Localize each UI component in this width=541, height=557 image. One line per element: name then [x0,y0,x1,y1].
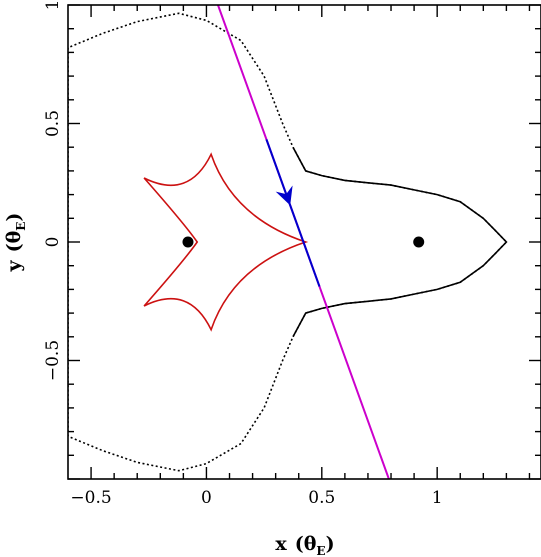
y-axis-label-close: ) [3,213,25,222]
caustic-curve [143,152,309,332]
trajectory-arrow-icon [275,185,293,206]
y-tick-label: 0.5 [43,110,63,137]
lens-point [182,236,194,248]
x-axis-label-unit: (θ [295,533,317,555]
x-axis-label-sub: E [316,544,325,557]
lens-point [413,236,425,248]
y-axis-label-unit: (θ [3,231,25,253]
x-tick-label: −0.5 [70,488,111,508]
x-tick-label: 1 [432,488,443,508]
y-axis-label-sub: E [14,222,28,231]
x-tick-label: 0 [201,488,212,508]
y-axis-label-y: y [3,259,25,272]
y-tick-label: −0.5 [43,340,63,381]
y-axis-label: y (θE) [3,213,28,273]
axis-ticks: −0.5 0 0.5 1 −0.5 0 0.5 1 [43,0,541,508]
source-trajectory-highlight [265,139,321,287]
x-axis-label: x (θE) [275,533,334,557]
y-tick-label: 0 [43,237,63,248]
y-tick-label: 1 [43,0,63,10]
x-axis-label-close: ) [326,533,335,555]
plot-area [68,5,508,479]
x-tick-label: 0.5 [308,488,335,508]
x-axis-label-x: x [275,533,287,555]
critical-curve [68,12,508,472]
critical-curve-solid-lobe [292,146,508,338]
